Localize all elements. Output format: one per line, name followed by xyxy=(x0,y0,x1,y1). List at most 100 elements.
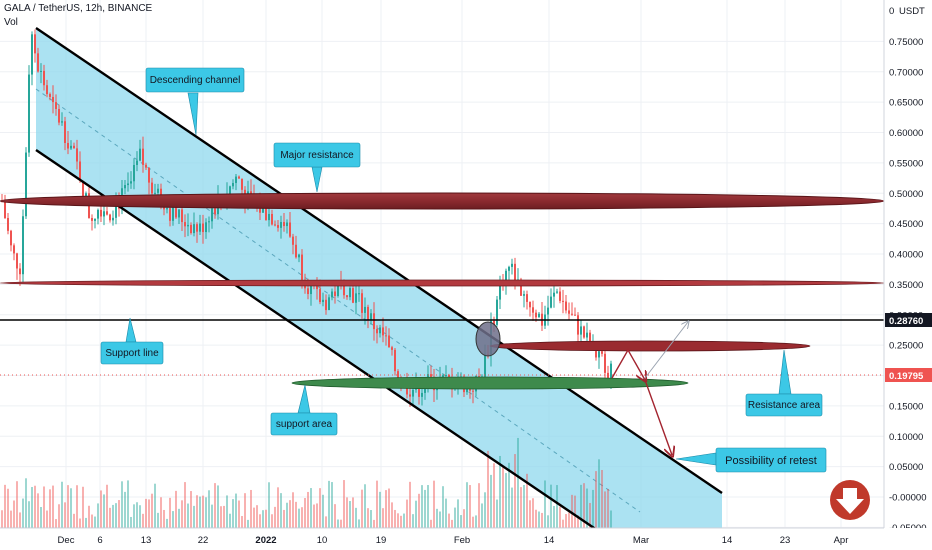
candle-body xyxy=(16,253,18,269)
candle-body xyxy=(421,392,423,397)
volume-bar xyxy=(511,487,513,528)
candle-body xyxy=(529,301,531,308)
volume-bar xyxy=(463,509,465,528)
breakout-marker xyxy=(475,321,501,357)
volume-bar xyxy=(364,484,366,528)
volume-bar xyxy=(199,496,201,528)
callout-descending-channel-text: Descending channel xyxy=(150,75,241,86)
candle-body xyxy=(511,263,513,267)
volume-bar xyxy=(217,485,219,528)
volume-bar xyxy=(523,484,525,528)
candle-body xyxy=(556,291,558,293)
volume-bar xyxy=(115,503,117,528)
volume-bar xyxy=(601,469,603,528)
candle-body xyxy=(178,209,180,218)
volume-bar xyxy=(565,514,567,528)
price-tick-label: 0.70000 xyxy=(889,67,923,78)
price-axis[interactable] xyxy=(884,0,932,550)
candle-body xyxy=(238,176,240,179)
volume-bar xyxy=(577,515,579,528)
candle-body xyxy=(124,185,126,189)
volume-bar xyxy=(109,507,111,528)
candle-body xyxy=(127,183,129,186)
arrow-down-icon xyxy=(836,488,864,514)
candle-body xyxy=(604,353,606,373)
volume-bar xyxy=(571,494,573,528)
volume-bar xyxy=(346,497,348,528)
candle-body xyxy=(268,213,270,221)
volume-bar xyxy=(553,506,555,528)
candle-body xyxy=(7,217,9,231)
candle-body xyxy=(166,208,168,210)
volume-bar xyxy=(385,490,387,528)
retest-path xyxy=(644,379,672,455)
candle-body xyxy=(64,121,66,143)
candle-body xyxy=(577,315,579,335)
time-tick-label: Mar xyxy=(633,535,649,546)
price-tick-label: 0.25000 xyxy=(889,341,923,352)
volume-bar xyxy=(514,454,516,528)
volume-bar xyxy=(496,499,498,528)
candle-body xyxy=(571,313,573,315)
volume-bar xyxy=(262,510,264,528)
volume-bar xyxy=(331,482,333,528)
candle-body xyxy=(472,390,474,392)
volume-bar xyxy=(301,507,303,528)
volume-bar xyxy=(583,483,585,528)
volume-bar xyxy=(106,484,108,528)
volume-bar xyxy=(397,513,399,528)
volume-bar xyxy=(313,504,315,528)
time-tick-label: 2022 xyxy=(255,535,276,546)
volume-bar xyxy=(490,474,492,528)
candle-body xyxy=(55,102,57,110)
channel-upper-line xyxy=(35,27,723,494)
volume-bar xyxy=(94,516,96,528)
candle-body xyxy=(538,313,540,318)
volume-bar xyxy=(160,497,162,528)
volume-bar xyxy=(130,516,132,528)
time-tick-label: 10 xyxy=(317,535,328,546)
volume-bar xyxy=(271,514,273,528)
candle-body xyxy=(82,180,84,197)
callout-support-area-text: support area xyxy=(276,419,333,430)
volume-bar xyxy=(409,481,411,528)
volume-bar xyxy=(544,480,546,528)
volume-bar xyxy=(607,488,609,528)
volume-bar xyxy=(499,455,501,528)
volume-bar xyxy=(424,489,426,528)
volume-bar xyxy=(487,450,489,528)
volume-bar xyxy=(61,481,63,528)
volume-bar xyxy=(379,491,381,528)
volume-bar xyxy=(595,471,597,528)
candle-body xyxy=(31,34,33,75)
candle-body xyxy=(25,152,27,217)
candle-body xyxy=(142,148,144,165)
volume-bar xyxy=(133,504,135,528)
volume-bar xyxy=(340,519,342,528)
major-resistance-zone xyxy=(0,192,885,210)
candle-body xyxy=(535,312,537,318)
candle-body xyxy=(574,314,576,316)
candle-body xyxy=(10,230,12,246)
volume-bar xyxy=(421,485,423,528)
price-tag-last-text: 0.19795 xyxy=(889,371,924,382)
candle-body xyxy=(46,85,48,95)
volume-bar xyxy=(295,501,297,528)
volume-bar xyxy=(241,516,243,528)
volume-bar xyxy=(169,497,171,528)
candle-body xyxy=(136,160,138,165)
candle-body xyxy=(346,295,348,298)
candle-body xyxy=(361,293,363,313)
callout-descending-channel: Descending channel xyxy=(145,67,245,136)
volume-bar xyxy=(418,493,420,528)
candle-body xyxy=(610,363,612,378)
candle-body xyxy=(280,222,282,228)
volume-bar xyxy=(196,495,198,528)
volume-bar xyxy=(484,492,486,528)
volume-bar xyxy=(1,510,3,528)
candle-body xyxy=(49,94,51,97)
time-axis[interactable] xyxy=(0,528,932,550)
candle-body xyxy=(391,347,393,350)
candle-body xyxy=(208,221,210,223)
